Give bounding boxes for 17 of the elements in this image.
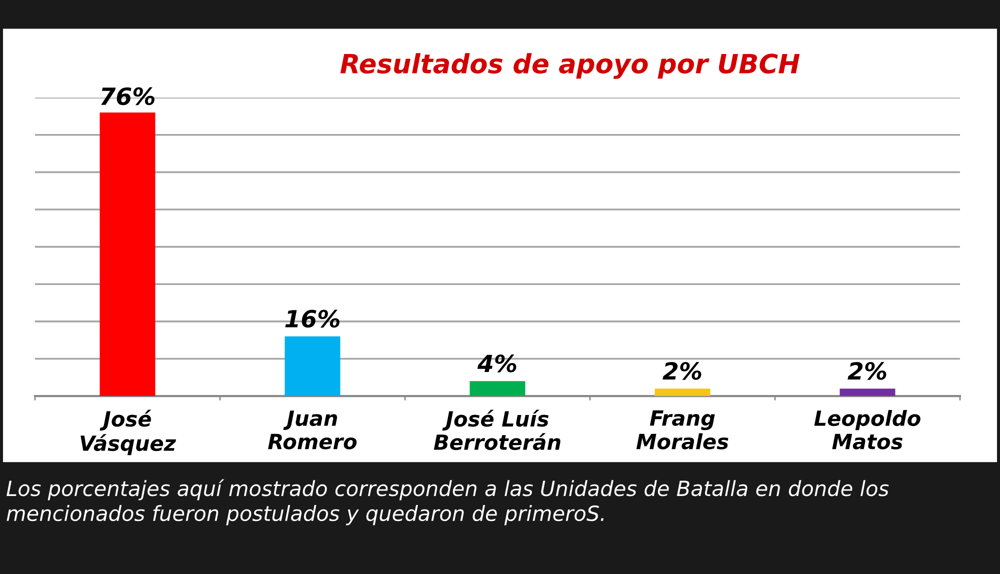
x-tick-label: Leopoldo Matos bbox=[814, 410, 920, 450]
x-tick-label: Juan Romero bbox=[268, 410, 357, 450]
chart-title: Resultados de apoyo por UBCH bbox=[340, 53, 800, 79]
data-label: 4% bbox=[477, 354, 516, 372]
bar bbox=[470, 381, 526, 396]
x-tick-label: Frang Morales bbox=[636, 410, 728, 450]
data-label: 2% bbox=[848, 362, 886, 380]
data-label: 16% bbox=[285, 310, 340, 328]
text: Los porcentajes aquí mostrado corresponden a las Unidades de Batalla en donde los mencionados fueron postulados y quedaron de primeroS. bbox=[6, 479, 889, 526]
bar bbox=[100, 112, 156, 396]
bar bbox=[654, 388, 710, 396]
bar bbox=[284, 336, 340, 396]
x-tick-label: José Vásquez bbox=[80, 410, 176, 456]
bar bbox=[840, 388, 896, 396]
data-label: 76% bbox=[101, 87, 154, 106]
data-label: 2% bbox=[662, 362, 702, 380]
x-tick-label: José Luís Berroterán bbox=[434, 410, 560, 450]
